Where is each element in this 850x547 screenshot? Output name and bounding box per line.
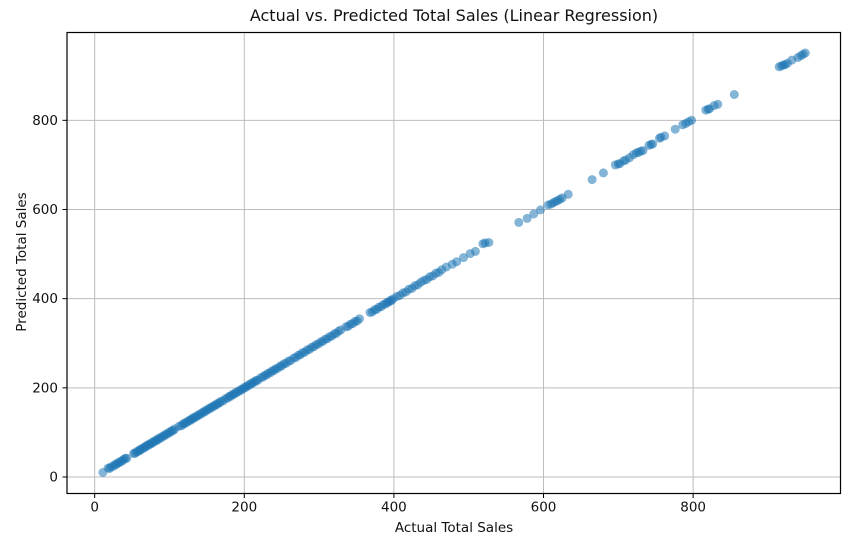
scatter-point bbox=[529, 209, 539, 219]
x-tick-label: 0 bbox=[90, 500, 99, 516]
y-tick-label: 0 bbox=[49, 470, 58, 486]
scatter-point bbox=[660, 131, 670, 141]
scatter-point bbox=[522, 213, 532, 223]
scatter-point bbox=[713, 99, 723, 109]
y-tick-label: 800 bbox=[32, 113, 58, 129]
scatter-point bbox=[729, 90, 739, 99]
scatter-point bbox=[638, 146, 648, 156]
y-tick-label: 400 bbox=[32, 291, 58, 307]
scatter-point bbox=[484, 238, 494, 247]
axes-spines bbox=[66, 31, 842, 495]
scatter-point bbox=[598, 168, 608, 178]
scatter-point bbox=[563, 189, 573, 199]
chart-title: Actual vs. Predicted Total Sales (Linear… bbox=[249, 6, 659, 25]
scatter-point bbox=[459, 253, 468, 263]
scatter-point bbox=[800, 48, 810, 58]
scatter-point bbox=[670, 124, 680, 134]
x-tick-label: 200 bbox=[231, 500, 257, 516]
y-tick-label: 200 bbox=[32, 380, 58, 396]
scatter-point bbox=[648, 139, 658, 149]
scatter-point bbox=[687, 115, 697, 125]
scatter-point bbox=[470, 246, 480, 256]
y-tick-label: 600 bbox=[32, 202, 58, 218]
scatter-point bbox=[514, 217, 524, 227]
scatter-point bbox=[452, 257, 462, 267]
x-tick-label: 600 bbox=[531, 500, 557, 516]
scatter-point bbox=[536, 205, 545, 215]
x-tick-label: 400 bbox=[381, 500, 407, 516]
x-tick-label: 800 bbox=[680, 500, 706, 516]
scatter-point bbox=[355, 314, 364, 324]
scatter-point bbox=[587, 175, 597, 185]
scatter-point bbox=[122, 453, 132, 463]
x-axis-label: Actual Total Sales bbox=[394, 520, 514, 536]
